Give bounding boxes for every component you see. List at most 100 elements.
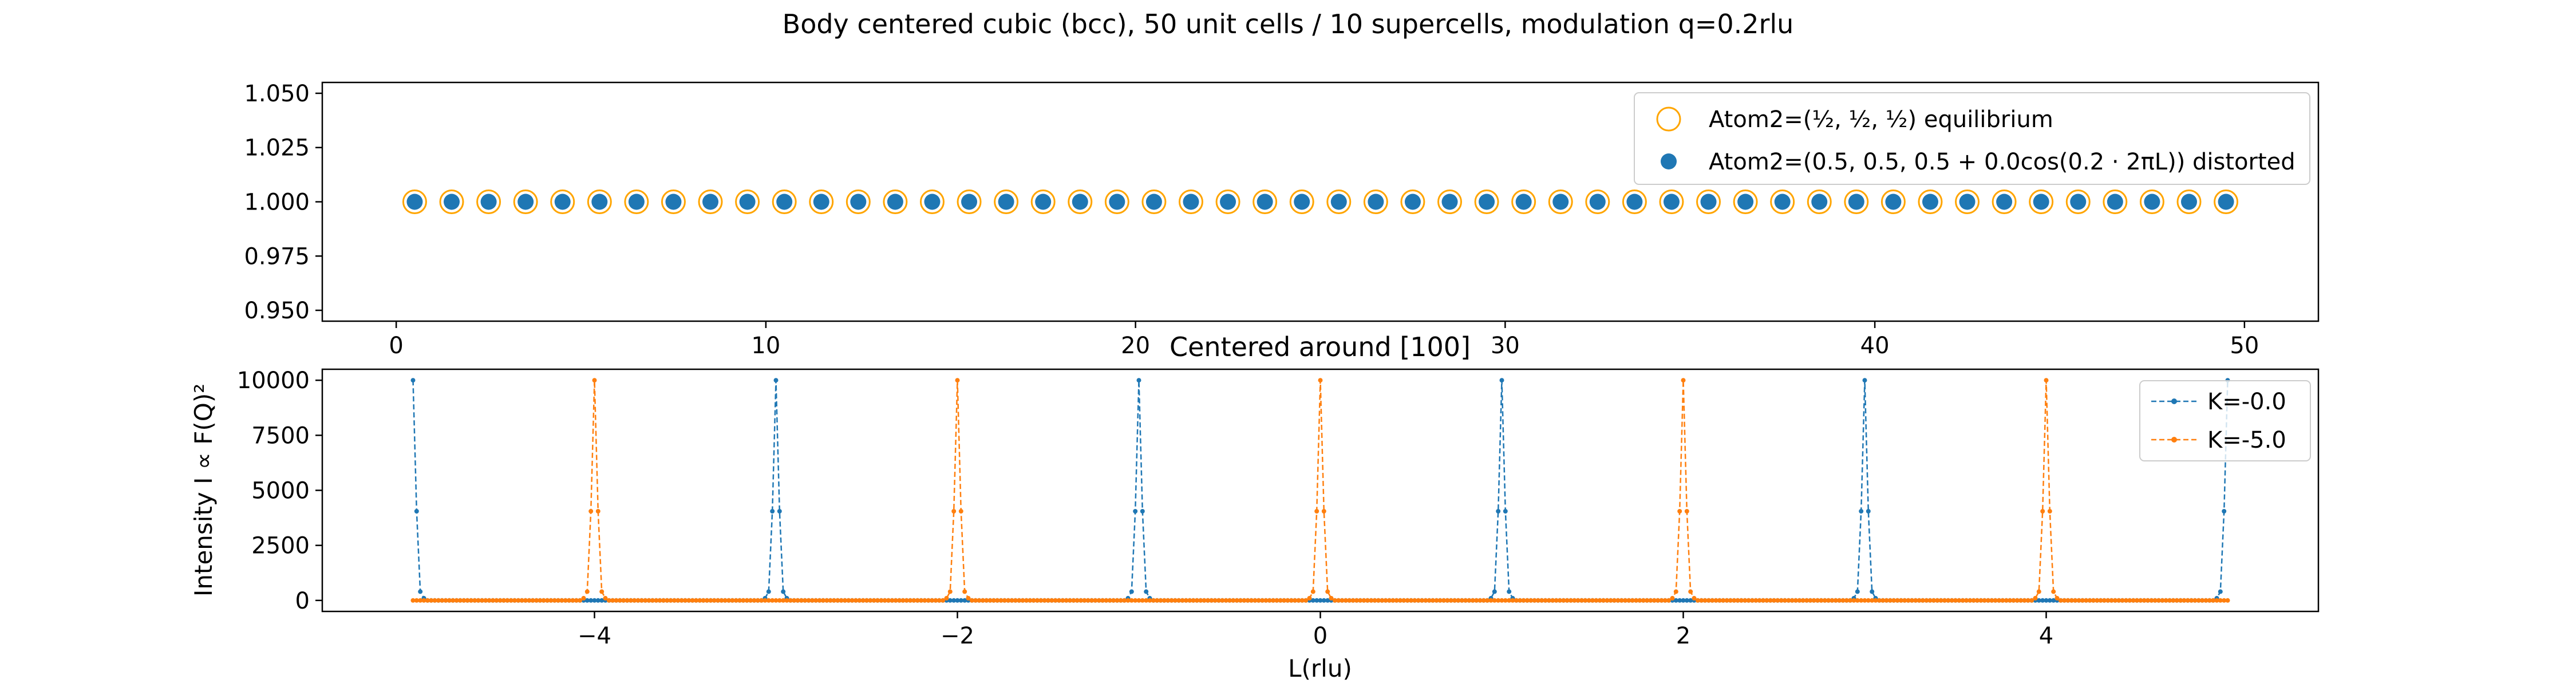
intensity-point (1321, 598, 1326, 603)
intensity-point (1488, 598, 1494, 603)
bottom-y-tick-label: 5000 (251, 478, 310, 504)
equilibrium-point (1474, 189, 1499, 214)
intensity-point (1310, 598, 1315, 603)
intensity-point (1017, 598, 1022, 603)
bottom-intensity-panel: Centered around [100] 025005000750010000… (189, 331, 2320, 682)
intensity-point (737, 598, 742, 603)
intensity-line-k0 (412, 380, 2229, 602)
intensity-point (2095, 598, 2100, 603)
equilibrium-point (919, 189, 945, 214)
intensity-point (2087, 598, 2092, 603)
equilibrium-point (402, 189, 427, 214)
intensity-point (1851, 598, 1856, 603)
intensity-point (429, 598, 434, 603)
intensity-point (1673, 598, 1678, 603)
intensity-point (1568, 598, 1573, 603)
intensity-point (831, 598, 836, 603)
intensity-point (958, 598, 963, 603)
distorted-point (1035, 194, 1052, 210)
intensity-point (1953, 598, 1958, 603)
intensity-point (548, 598, 554, 603)
intensity-point (1906, 598, 1911, 603)
intensity-point (679, 598, 684, 603)
intensity-point (1285, 598, 1290, 603)
intensity-point (1681, 378, 1686, 383)
intensity-point (1187, 598, 1192, 603)
intensity-point (1808, 598, 1813, 603)
intensity-point (1325, 598, 1330, 603)
intensity-point (574, 598, 579, 603)
intensity-point (2120, 598, 2125, 603)
intensity-point (2135, 598, 2139, 603)
intensity-point (628, 598, 633, 603)
intensity-point (1293, 598, 1298, 603)
bottom-legend-box (2139, 380, 2311, 461)
intensity-point (686, 598, 692, 603)
top-x-tick-label: 30 (1491, 333, 1520, 359)
distorted-point (1589, 194, 1606, 210)
intensity-point (1510, 598, 1515, 603)
intensity-point (2192, 598, 2198, 603)
distorted-point (1257, 194, 1273, 210)
equilibrium-point (1400, 189, 1425, 214)
intensity-point (2062, 598, 2067, 603)
intensity-point (1405, 598, 1410, 603)
distorted-point (1441, 194, 1458, 210)
equilibrium-point (587, 189, 612, 214)
intensity-point (1093, 598, 1098, 603)
intensity-point (1006, 598, 1011, 603)
intensity-point (1927, 598, 1933, 603)
intensity-point (1394, 598, 1399, 603)
intensity-point (1764, 598, 1769, 603)
intensity-point (1206, 598, 1210, 603)
intensity-point (1887, 598, 1893, 603)
intensity-point (1652, 598, 1657, 603)
bottom-x-tick-label: 2 (1676, 623, 1690, 649)
distorted-point (1552, 194, 1569, 210)
intensity-point (1659, 598, 1664, 603)
intensity-point (1129, 598, 1134, 603)
intensity-point (1982, 598, 1987, 603)
bottom-legend: K=-0.0 K=-5.0 (2139, 380, 2311, 461)
intensity-point (1253, 598, 1258, 603)
intensity-point (570, 598, 575, 603)
intensity-point (1626, 598, 1631, 603)
bottom-y-tick-label: 10000 (237, 368, 310, 394)
intensity-point (1862, 598, 1867, 603)
intensity-point (410, 378, 416, 383)
intensity-point (777, 509, 782, 514)
distorted-point (2033, 194, 2049, 210)
intensity-point (2189, 598, 2194, 603)
equilibrium-point (1659, 189, 1684, 214)
intensity-point (1278, 598, 1283, 603)
intensity-point (632, 598, 637, 603)
intensity-point (1895, 598, 1900, 603)
intensity-point (973, 598, 978, 603)
equilibrium-point (439, 189, 464, 214)
intensity-point (1848, 598, 1853, 603)
intensity-point (1746, 598, 1751, 603)
legend-distorted-label: Atom2=(0.5, 0.5, 0.5 + 0.0cos(0.2 · 2πL)… (1709, 149, 2296, 175)
intensity-point (1800, 598, 1805, 603)
intensity-point (1485, 598, 1490, 603)
intensity-point (1111, 598, 1116, 603)
intensity-point (418, 589, 423, 594)
distorted-point (1515, 194, 1532, 210)
intensity-point (425, 598, 430, 603)
intensity-point (969, 598, 974, 603)
intensity-point (1789, 598, 1795, 603)
distorted-point (1848, 194, 1864, 210)
intensity-point (1085, 598, 1091, 603)
intensity-point (476, 598, 481, 603)
intensity-point (1340, 598, 1345, 603)
intensity-point (947, 598, 953, 603)
intensity-point (697, 598, 702, 603)
intensity-point (1768, 598, 1773, 603)
intensity-point (1183, 598, 1188, 603)
intensity-point (904, 598, 909, 603)
intensity-point (828, 598, 833, 603)
intensity-point (817, 598, 822, 603)
intensity-point (1917, 598, 1922, 603)
equilibrium-point (1363, 189, 1388, 214)
intensity-point (1477, 598, 1483, 603)
